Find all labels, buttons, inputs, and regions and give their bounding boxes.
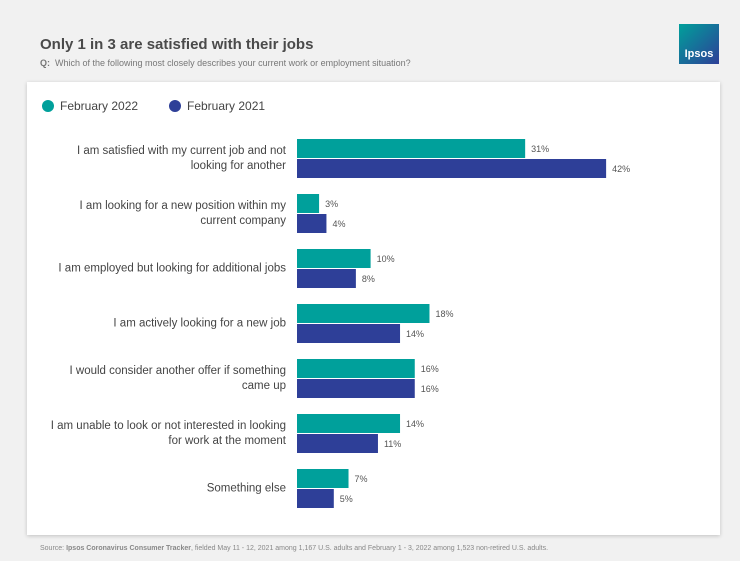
legend-swatch xyxy=(42,100,54,112)
value-label: 4% xyxy=(332,218,346,229)
value-label: 31% xyxy=(531,143,550,154)
value-label: 16% xyxy=(420,383,439,394)
value-label: 8% xyxy=(361,273,375,284)
category-label: I am actively looking for a new job xyxy=(113,317,286,330)
category-label: Something else xyxy=(206,482,286,495)
source-name: Ipsos Coronavirus Consumer Tracker xyxy=(66,545,191,552)
subtitle: Which of the following most closely desc… xyxy=(55,58,411,68)
value-label: 18% xyxy=(435,308,454,319)
category-label: I am satisfied with my current job and n… xyxy=(76,145,286,172)
bar xyxy=(297,489,334,508)
bar xyxy=(297,269,356,288)
source-label: Source: xyxy=(40,545,65,552)
value-label: 10% xyxy=(376,253,395,264)
value-label: 14% xyxy=(406,418,425,429)
bar xyxy=(297,304,430,323)
category-label: I would consider another offer if someth… xyxy=(69,365,287,392)
value-label: 3% xyxy=(325,198,339,209)
bar xyxy=(297,324,401,343)
subtitle-row: Q: Which of the following most closely d… xyxy=(40,58,411,68)
value-label: 16% xyxy=(420,363,439,374)
bar xyxy=(297,414,401,433)
value-label: 5% xyxy=(339,493,353,504)
question-prefix: Q: xyxy=(40,58,50,68)
category-label: I am employed but looking for additional… xyxy=(58,262,286,275)
category-label: I am looking for a new position within m… xyxy=(79,200,286,227)
source: Source: Ipsos Coronavirus Consumer Track… xyxy=(40,545,548,552)
bar xyxy=(297,434,378,453)
title: Only 1 in 3 are satisfied with their job… xyxy=(40,36,314,53)
bar xyxy=(297,214,327,233)
category-label: I am unable to look or not interested in… xyxy=(50,420,286,447)
bar xyxy=(297,469,349,488)
legend-swatch xyxy=(169,100,181,112)
value-label: 11% xyxy=(383,438,402,449)
source-text: , fielded May 11 - 12, 2021 among 1,167 … xyxy=(190,545,549,552)
value-label: 42% xyxy=(612,163,631,174)
bar xyxy=(297,249,371,268)
bar xyxy=(297,359,415,378)
value-label: 7% xyxy=(354,473,368,484)
value-label: 14% xyxy=(406,328,425,339)
logo: Ipsos xyxy=(679,24,719,64)
bar xyxy=(297,139,526,158)
legend-label: February 2021 xyxy=(187,99,266,113)
bar xyxy=(297,194,320,213)
legend-label: February 2022 xyxy=(60,99,139,113)
bar xyxy=(297,159,607,178)
bar xyxy=(297,379,415,398)
